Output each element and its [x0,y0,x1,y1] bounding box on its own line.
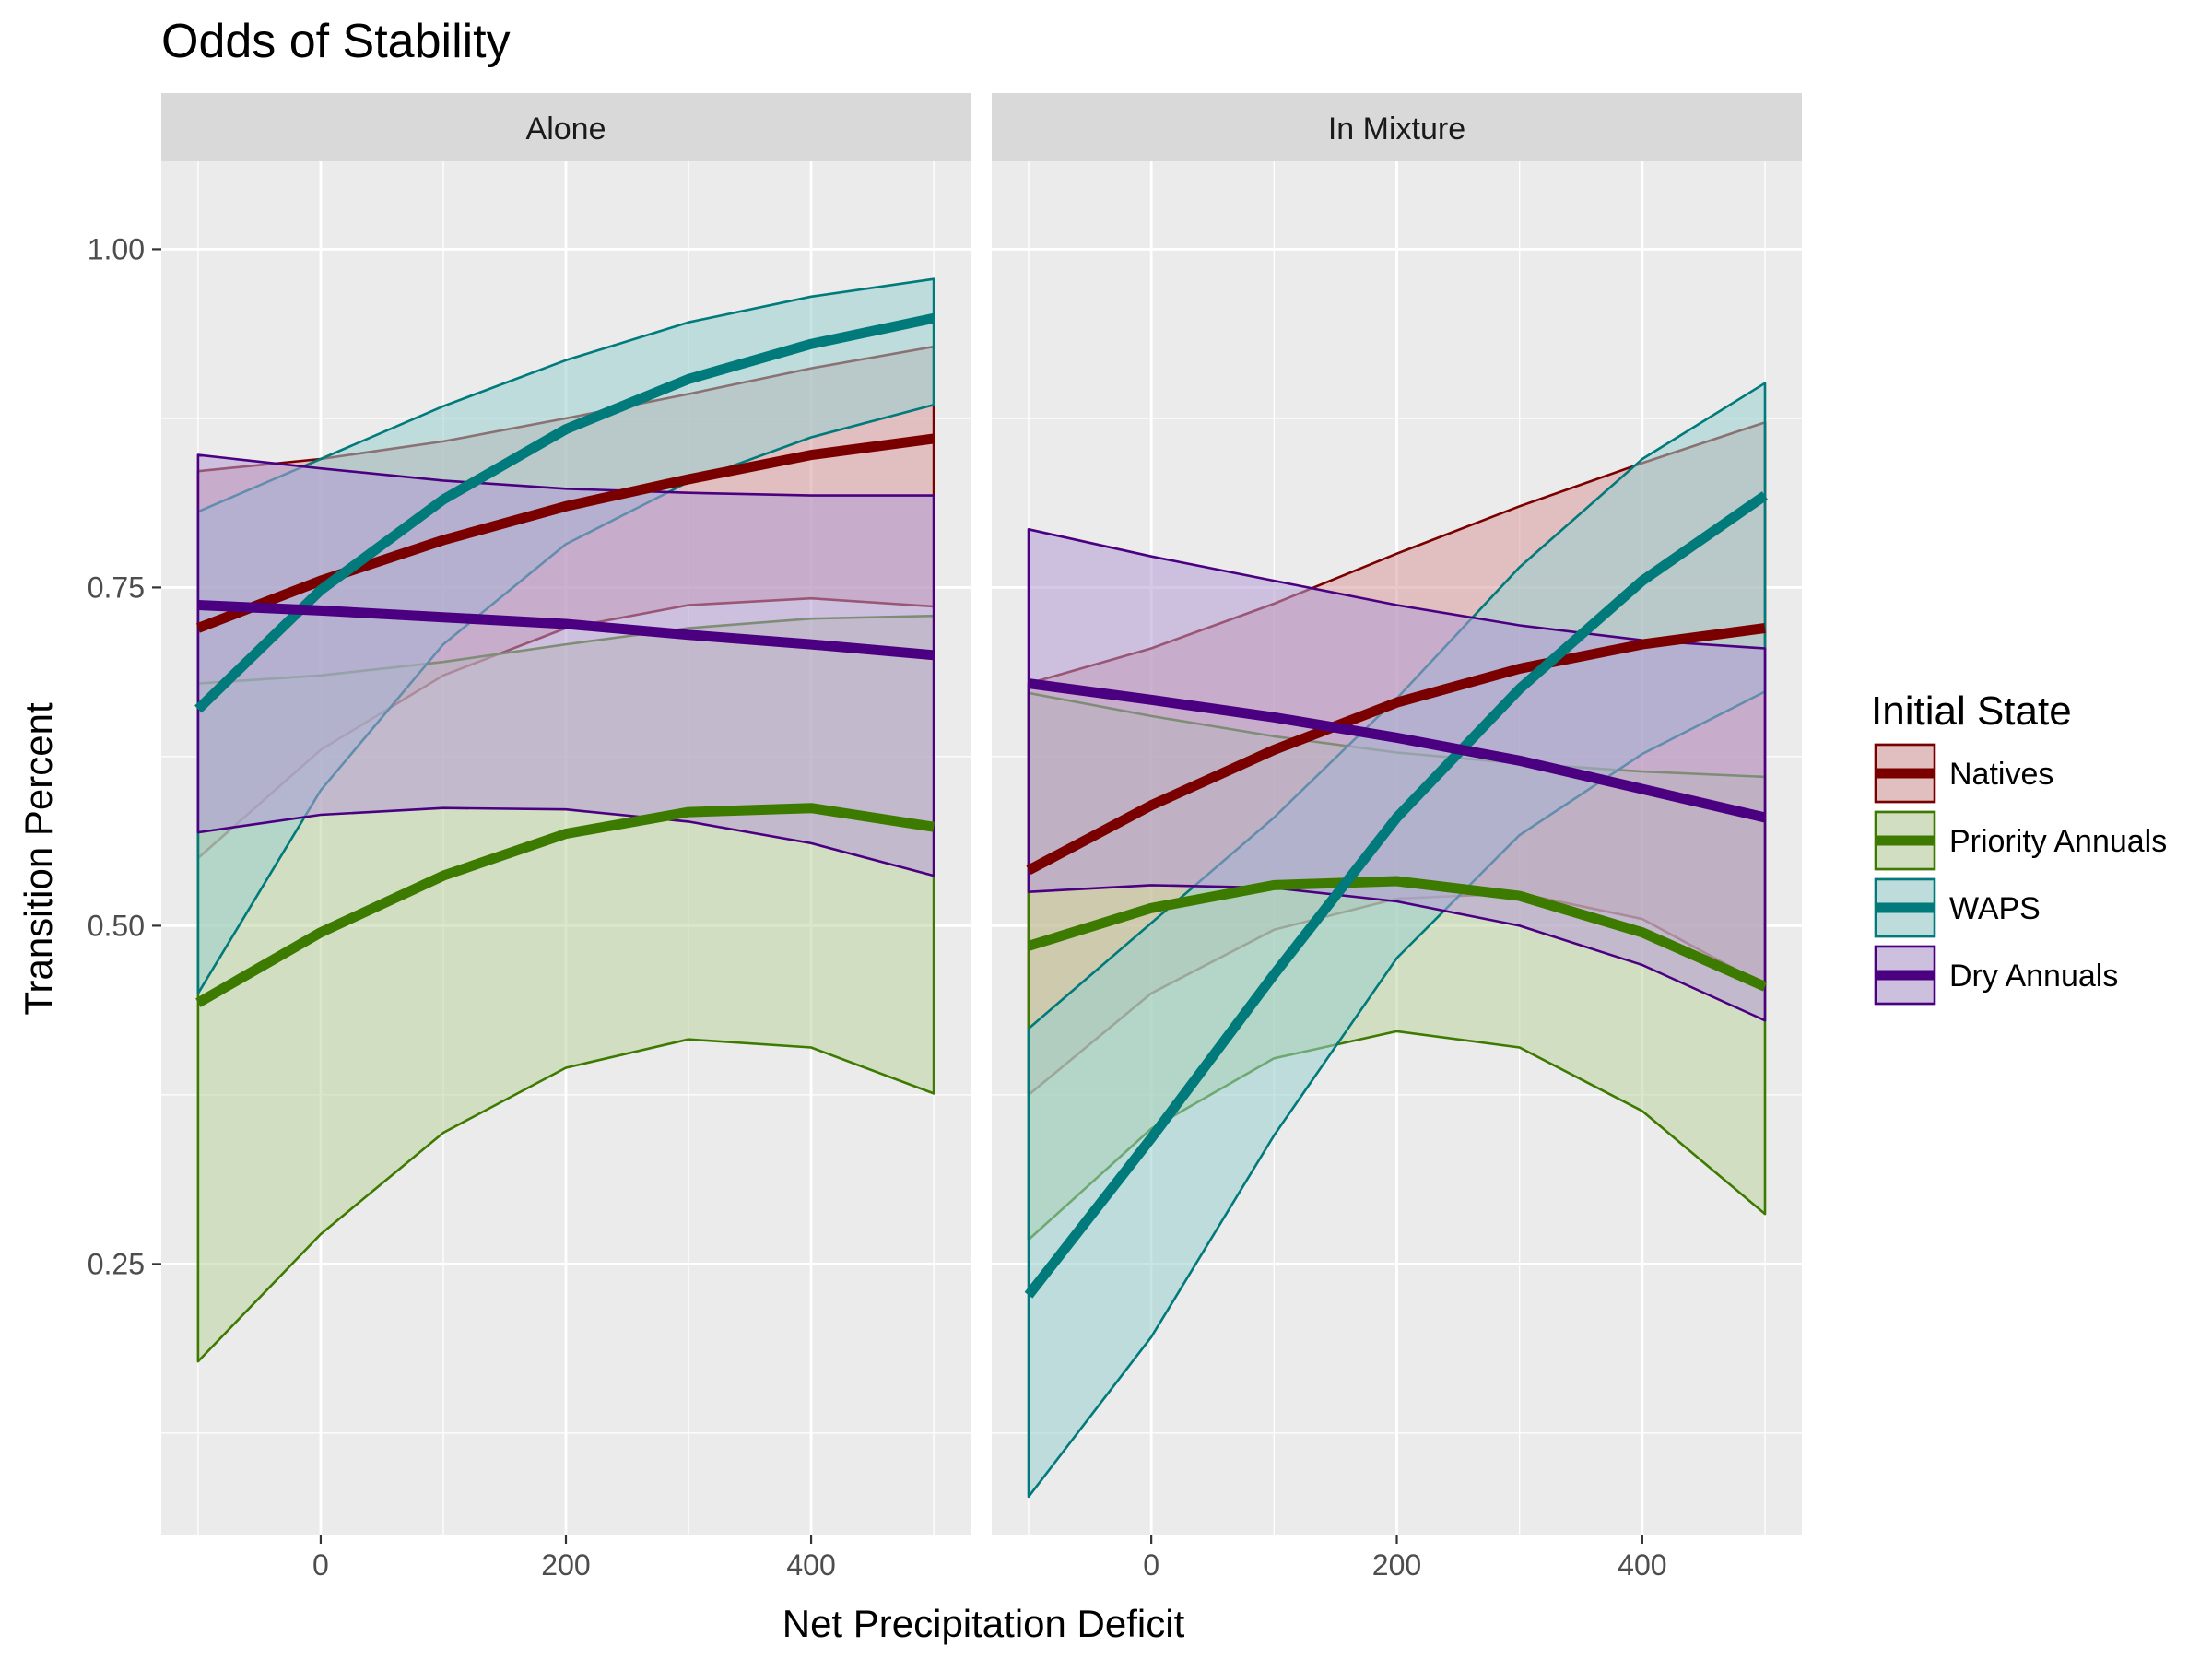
line-priority-annuals [1027,876,1768,992]
legend: Initial State Natives Priority Annuals WAP… [1871,688,2167,1006]
line-dry-annuals [1028,678,1767,823]
strip-label: Alone [526,112,606,147]
legend-label-dry-annuals: Dry Annuals [1949,959,2118,994]
legend-title: Initial State [1871,688,2072,734]
x-tick-label: 200 [1372,1548,1421,1582]
legend-key-waps [1874,877,1936,938]
y-tick-label: 1.00 [88,232,145,265]
y-tick-label: 0.75 [88,571,145,604]
y-tick-label: 0.50 [88,909,145,942]
legend-key-natives [1874,743,1936,804]
strip-label: In Mixture [1328,112,1465,147]
panel-alone: Alone 0 200 400 0.25 0.50 0.75 1.00 [88,93,971,1582]
line-waps [1024,491,1769,1299]
x-tick-label: 400 [1618,1548,1666,1582]
legend-key-dry-annuals [1874,945,1936,1006]
x-tick-label: 400 [786,1548,835,1582]
strip-background [992,93,1802,161]
strip-background [161,93,971,161]
line-natives [195,433,935,633]
x-tick-label: 0 [1143,1548,1159,1582]
panel-in-mixture: In Mixture 0 200 400 [992,93,1802,1582]
line-dry-annuals [197,600,935,661]
x-tick-label: 0 [312,1548,329,1582]
legend-label-natives: Natives [1949,757,2053,792]
legend-key-priority-annuals [1874,810,1936,871]
x-axis-label: Net Precipitation Deficit [782,1602,1185,1645]
y-tick-label: 0.25 [88,1247,145,1280]
chart-title: Odds of Stability [161,15,511,68]
line-priority-annuals [195,803,935,1007]
y-axis-label: Transition Percent [17,702,60,1016]
line-waps [194,312,935,713]
line-natives [1026,623,1766,876]
legend-label-priority-annuals: Priority Annuals [1949,824,2167,859]
legend-label-waps: WAPS [1949,891,2041,926]
x-tick-label: 200 [541,1548,590,1582]
